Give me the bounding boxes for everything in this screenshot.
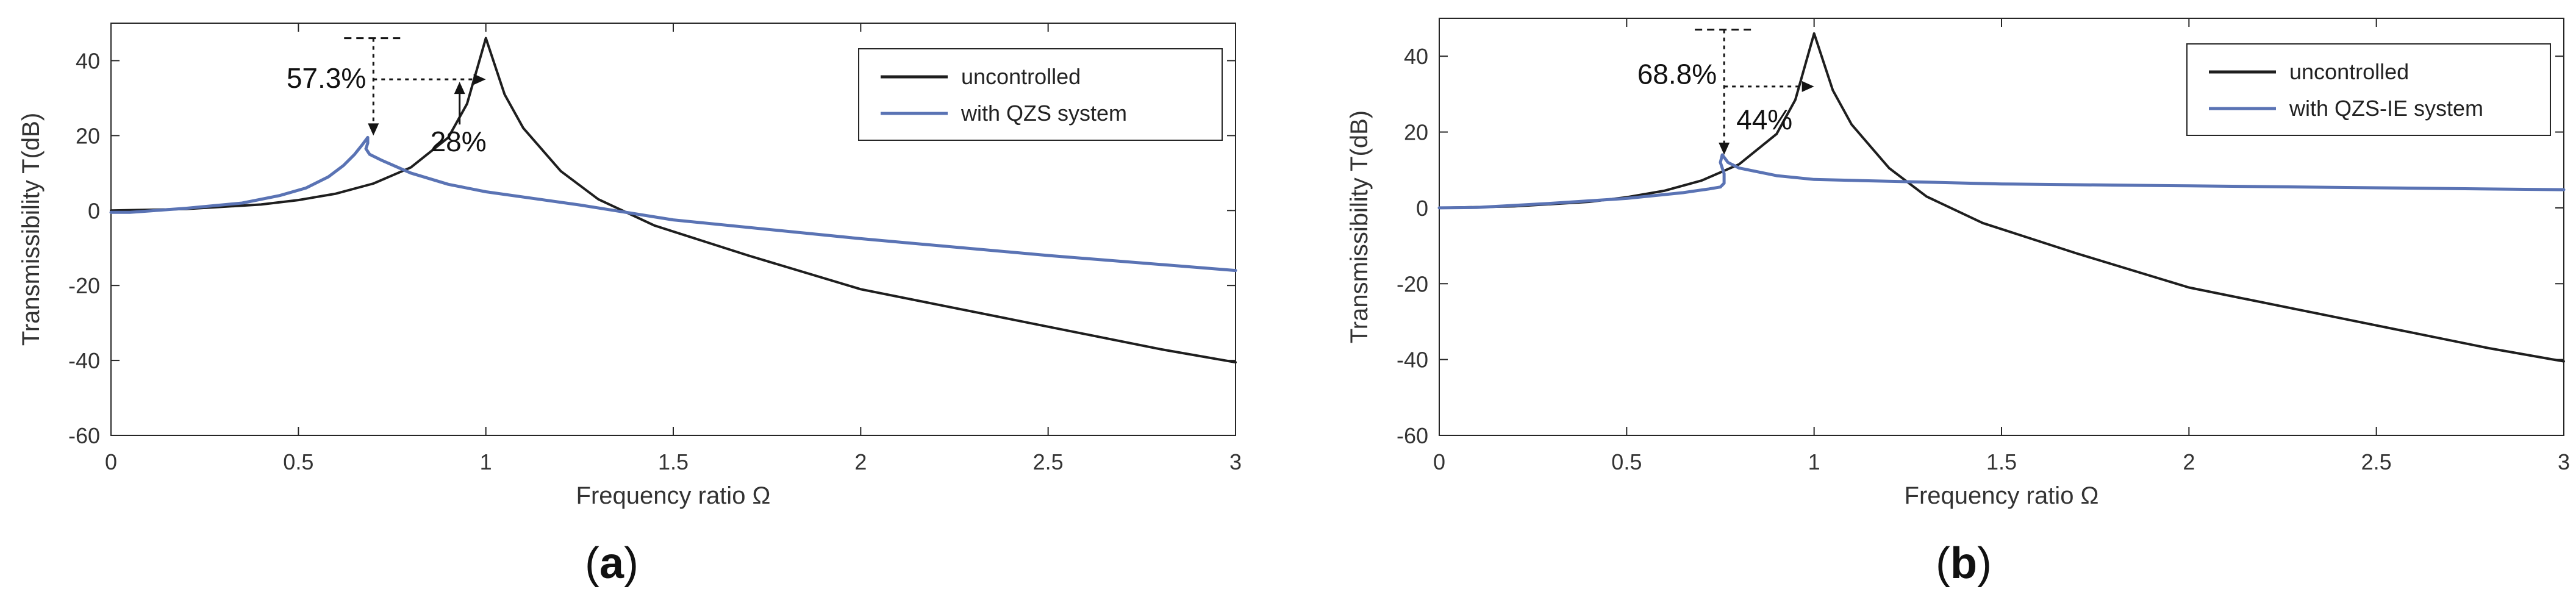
x-tick-label: 3 (2558, 449, 2570, 474)
x-tick-label: 1 (1808, 449, 1820, 474)
x-tick-label: 0.5 (283, 449, 313, 474)
x-tick-label: 1.5 (1986, 449, 2017, 474)
y-axis-label: Transmissibility T(dB) (1346, 110, 1373, 343)
x-tick-label: 2 (2183, 449, 2195, 474)
x-tick-label: 1.5 (658, 449, 689, 474)
y-tick-label: -40 (68, 348, 100, 373)
x-tick-label: 2.5 (1033, 449, 1064, 474)
y-tick-label: 40 (76, 48, 100, 73)
panel-b-caption-text: (b) (1936, 539, 1992, 588)
y-tick-label: -60 (1397, 423, 1428, 448)
x-tick-label: 3 (1229, 449, 1242, 474)
reduction-percent-label: 68.8% (1637, 58, 1717, 90)
panel-b-caption: (b) (1936, 539, 1992, 588)
x-tick-label: 0.5 (1611, 449, 1642, 474)
y-tick-label: 40 (1404, 44, 1428, 69)
legend-entry: uncontrolled (2289, 59, 2409, 84)
shift-arrow-head (1801, 80, 1814, 92)
legend-box (2186, 43, 2551, 136)
shift-arrow-head (473, 74, 486, 85)
legend-entry: uncontrolled (961, 64, 1081, 89)
y-tick-label: 20 (76, 123, 100, 148)
y-tick-label: -60 (68, 423, 100, 448)
reduction-arrow-head (1719, 142, 1730, 155)
x-tick-label: 0 (1433, 449, 1445, 474)
shift-percent-label: 28% (431, 126, 487, 157)
x-axis-label: Frequency ratio Ω (576, 482, 771, 509)
series-line-uncontrolled (110, 37, 1237, 364)
legend-b: uncontrolled with QZS-IE system (2186, 43, 2551, 136)
pointer-head (454, 82, 465, 95)
y-axis-label: Transmissibility T(dB) (18, 113, 45, 346)
legend-entry: with QZS system (961, 101, 1127, 126)
y-tick-label: -20 (68, 273, 100, 298)
y-tick-label: -20 (1397, 271, 1428, 296)
reduction-arrow-head (368, 123, 379, 136)
legend-a: uncontrolled with QZS system (858, 48, 1223, 141)
legend-entry: with QZS-IE system (2289, 96, 2483, 121)
panel-b-label: b (1950, 539, 1977, 588)
series-line-controlled (109, 135, 1237, 273)
x-tick-label: 0 (105, 449, 117, 474)
panel-a-label: a (599, 539, 624, 588)
y-tick-label: 0 (88, 198, 100, 223)
panel-a-caption-text: (a) (585, 539, 639, 588)
y-tick-label: -40 (1397, 348, 1428, 373)
y-tick-label: 20 (1404, 120, 1428, 145)
y-tick-label: 0 (1416, 196, 1428, 221)
series-line-uncontrolled (1438, 32, 2565, 363)
legend-box (858, 48, 1223, 141)
reduction-percent-label: 57.3% (287, 62, 366, 94)
panel-b: 0 0.5 1 1.5 2 2.5 3 -60 -40 -20 0 20 40 Frequency rat… (1346, 18, 2570, 509)
shift-percent-label: 44% (1736, 104, 1792, 135)
panel-a-caption: (a) (585, 539, 639, 588)
panel-a: 0 0.5 1 1.5 2 2.5 3 -60 -40 -20 0 20 40 Frequency rat… (18, 23, 1242, 509)
series-line-controlled (1437, 153, 2566, 210)
x-axis-label: Frequency ratio Ω (1905, 482, 2099, 509)
x-tick-label: 2.5 (2361, 449, 2392, 474)
x-tick-label: 1 (480, 449, 492, 474)
x-tick-label: 2 (854, 449, 867, 474)
